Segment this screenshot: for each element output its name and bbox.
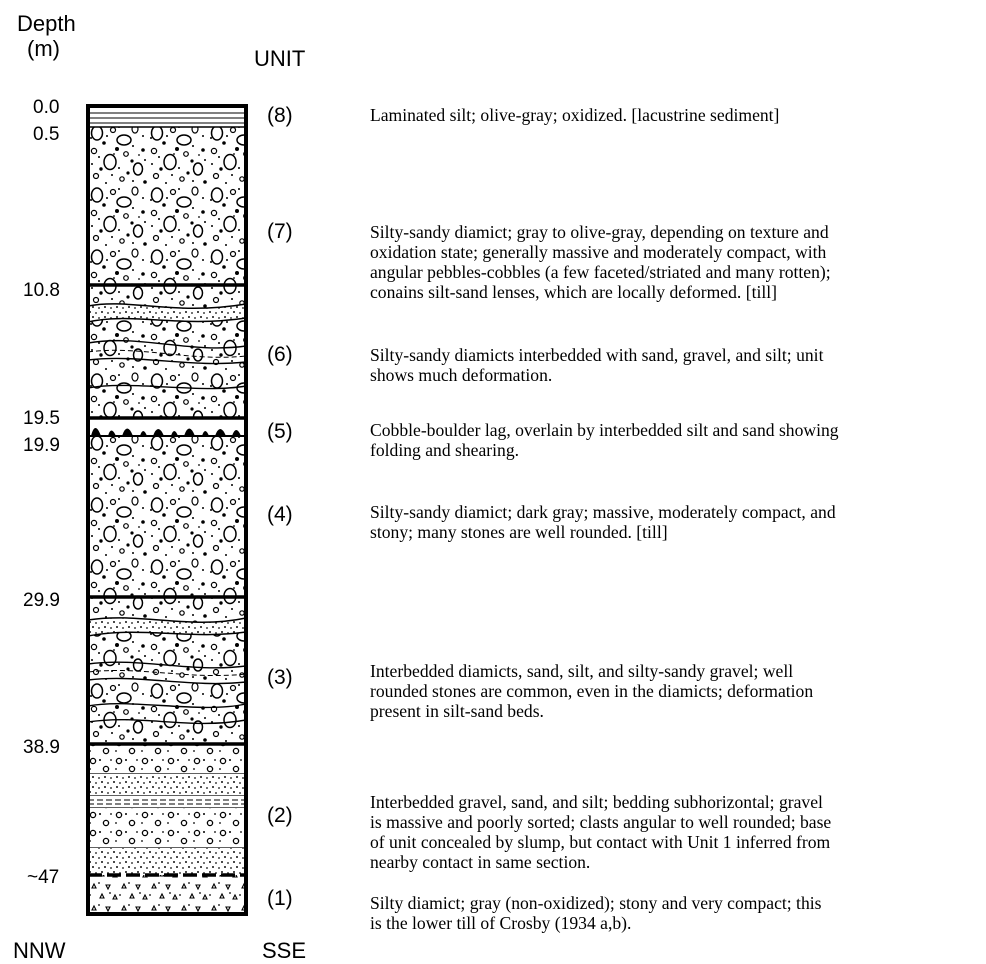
description-line: Interbedded gravel, sand, and silt; bedd… [370, 792, 823, 812]
unit-1-fill [88, 875, 246, 914]
unit-7-description: Silty-sandy diamict; gray to olive-gray,… [370, 222, 831, 302]
description-line: Interbedded diamicts, sand, silt, and si… [370, 661, 793, 681]
description-line: Silty-sandy diamict; gray to olive-gray,… [370, 222, 829, 242]
description-line: folding and shearing. [370, 440, 519, 460]
description-line: Laminated silt; olive-gray; oxidized. [l… [370, 105, 779, 125]
description-line: is the lower till of Crosby (1934 a,b). [370, 913, 631, 933]
description-line: stony; many stones are well rounded. [ti… [370, 522, 668, 542]
depth-label: 19.5 [23, 408, 60, 429]
description-line: present in silt-sand beds. [370, 701, 544, 721]
description-line: Silty-sandy diamict; dark gray; massive,… [370, 502, 836, 522]
unit-label-6: (6) [267, 343, 293, 366]
unit-labels: (8) (7) (6) (5) (4) (3) (2) (1) [267, 104, 293, 910]
orientation-right: SSE [262, 938, 306, 963]
description-line: Silty-sandy diamicts interbedded with sa… [370, 345, 824, 365]
depth-axis-title: Depth [17, 11, 76, 36]
depth-label: 19.9 [23, 435, 60, 456]
description-line: Silty diamict; gray (non-oxidized); ston… [370, 893, 822, 913]
unit-5-description: Cobble-boulder lag, overlain by interbed… [370, 420, 839, 460]
unit-4-description: Silty-sandy diamict; dark gray; massive,… [370, 502, 836, 542]
depth-label: 29.9 [23, 590, 60, 611]
unit-3-description: Interbedded diamicts, sand, silt, and si… [370, 661, 813, 721]
description-line: conains silt-sand lenses, which are loca… [370, 282, 777, 302]
unit-label-4: (4) [267, 503, 293, 526]
unit-7-fill [88, 127, 246, 285]
depth-label: 10.8 [23, 280, 60, 301]
unit-descriptions: Laminated silt; olive-gray; oxidized. [l… [370, 105, 839, 933]
description-line: of unit concealed by slump, but contact … [370, 832, 831, 852]
description-line: Cobble-boulder lag, overlain by interbed… [370, 420, 839, 440]
depth-label: 0.5 [33, 124, 59, 145]
depth-label: ~47 [27, 867, 59, 888]
description-line: shows much deformation. [370, 365, 552, 385]
unit-4-fill [88, 437, 246, 597]
description-line: oxidation state; generally massive and m… [370, 242, 827, 262]
unit-label-2: (2) [267, 804, 293, 827]
depth-label: 0.0 [33, 97, 59, 118]
unit-6-fill [87, 285, 247, 418]
column-frame [86, 104, 248, 916]
description-line: nearby contact in same section. [370, 852, 590, 872]
description-line: rounded stones are common, even in the d… [370, 681, 813, 701]
depth-axis-unit: (m) [27, 36, 60, 61]
unit-label-5: (5) [267, 420, 293, 443]
depth-labels: 0.0 0.5 10.8 19.5 19.9 29.9 38.9 ~47 [23, 97, 60, 888]
description-line: angular pebbles-cobbles (a few faceted/s… [370, 262, 831, 282]
unit-label-1: (1) [267, 887, 293, 910]
unit-1-description: Silty diamict; gray (non-oxidized); ston… [370, 893, 822, 933]
unit-label-8: (8) [267, 104, 293, 127]
depth-label: 38.9 [23, 737, 60, 758]
unit-6-description: Silty-sandy diamicts interbedded with sa… [370, 345, 824, 385]
unit-label-3: (3) [267, 666, 293, 689]
unit-8-fill [88, 106, 246, 127]
unit-8-description: Laminated silt; olive-gray; oxidized. [l… [370, 105, 779, 125]
stratigraphic-column [86, 104, 248, 916]
unit-2-description: Interbedded gravel, sand, and silt; bedd… [370, 792, 831, 872]
unit-column-title: UNIT [254, 46, 305, 71]
unit-3-fill [87, 597, 247, 744]
orientation-left: NNW [13, 938, 66, 963]
description-line: is massive and poorly sorted; clasts ang… [370, 812, 831, 832]
unit-label-7: (7) [267, 220, 293, 243]
unit-5-fill [88, 418, 246, 438]
unit-2-fill [88, 744, 246, 875]
